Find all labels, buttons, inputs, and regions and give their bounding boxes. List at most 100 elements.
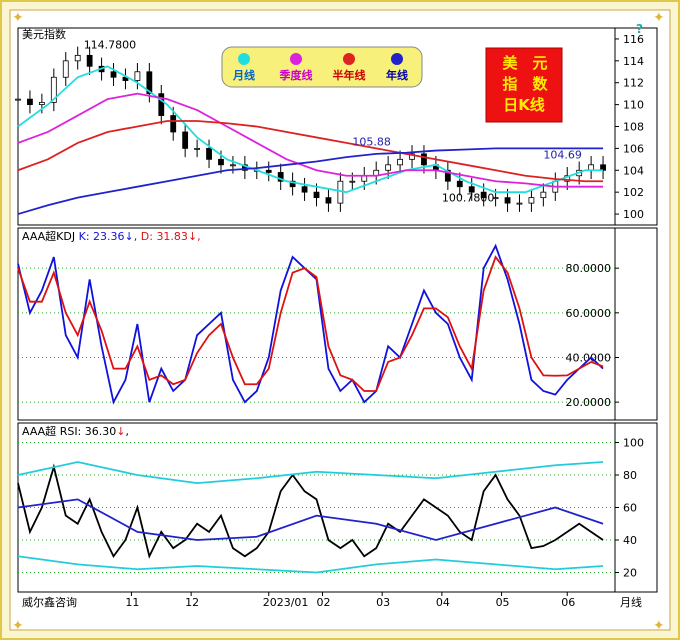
candle-body: [301, 186, 308, 193]
price-annotation: 105.88: [352, 136, 391, 149]
y-tick-label: 20.0000: [566, 396, 612, 409]
x-tick-label: 02: [316, 596, 330, 609]
y-tick-label: 40: [623, 534, 637, 547]
candle-body: [206, 147, 212, 160]
candle-body: [409, 153, 415, 160]
candle-body: [349, 180, 356, 183]
legend-dot-quarterly: [290, 53, 302, 65]
candle-body: [62, 60, 69, 78]
legend-dot-yearly: [391, 53, 403, 65]
rsi-pane-title: AAA超 RSI: 36.30↓,: [22, 424, 129, 438]
y-tick-label: 104: [623, 164, 644, 177]
candle-body: [134, 71, 141, 81]
x-tick-label: 11: [125, 596, 139, 609]
candle-body: [218, 158, 224, 166]
candle-body: [170, 115, 177, 133]
candle-body: [194, 147, 201, 150]
badge-char: 指: [502, 75, 517, 93]
ma-legend: 月线 季度线 半年线 年线: [221, 46, 423, 88]
period-label: 月线: [620, 595, 642, 609]
y-tick-label: 80.0000: [566, 262, 612, 275]
price-annotation: 114.7800: [84, 38, 137, 51]
candle-body: [325, 197, 332, 204]
y-tick-label: 100: [623, 208, 644, 221]
y-tick-label: 112: [623, 77, 644, 90]
badge-char: 美: [502, 54, 518, 72]
corner-star-icon: ✦: [653, 10, 665, 26]
candle-body: [516, 202, 523, 205]
candle-body: [492, 197, 499, 200]
y-tick-label: 60: [623, 502, 637, 515]
candle-body: [230, 164, 236, 167]
candle-body: [385, 164, 392, 171]
x-tick-label: 12: [185, 596, 199, 609]
y-tick-label: 60.0000: [566, 307, 612, 320]
price-pane-title: 美元指数: [22, 27, 66, 41]
candle-body: [468, 186, 475, 193]
y-tick-label: 100: [623, 437, 644, 450]
series-line-upper: [17, 461, 604, 485]
series-line-月线: [17, 65, 604, 194]
series-line-RSI: [17, 463, 604, 559]
candle-body: [158, 93, 165, 116]
candle-body: [74, 54, 81, 62]
candle-body: [456, 180, 463, 188]
y-tick-label: 114: [623, 55, 644, 68]
y-tick-label: 20: [623, 567, 637, 580]
series-line-年线: [17, 147, 604, 215]
legend-label-yearly: 年线: [386, 68, 408, 82]
series-line-季度线: [17, 92, 604, 188]
price-pane: 100 102 104 106 108 110 112 114 116 114.7800 105.8…: [15, 27, 658, 226]
candle-body: [38, 102, 45, 106]
candle-body: [313, 191, 320, 199]
series-line-半年线: [17, 120, 604, 183]
pane-border: [17, 227, 658, 421]
kdj-pane: 20.0000 40.0000 60.0000 80.0000: [17, 227, 658, 421]
badge-char: 日K线: [503, 96, 545, 114]
x-tick-label: 2023/01: [263, 596, 309, 609]
candle-body: [277, 172, 284, 182]
candle-body: [504, 197, 511, 204]
series-line-avg: [17, 498, 604, 541]
help-icon[interactable]: ?: [636, 22, 643, 36]
candle-body: [86, 54, 93, 67]
series-line-D: [17, 255, 604, 392]
inner-border: [9, 9, 671, 631]
kdj-pane-title: AAA超KDJ K: 23.36↓, D: 31.83↓,: [22, 229, 201, 243]
badge-char: 元: [532, 54, 547, 72]
corner-star-icon: ✦: [12, 10, 24, 26]
candle-body: [265, 169, 272, 173]
candle-body: [421, 153, 427, 166]
series-line-lower: [17, 555, 604, 574]
legend-label-halfyear: 半年线: [333, 68, 366, 82]
candle-body: [444, 169, 451, 182]
legend-dot-monthly: [238, 53, 250, 65]
corner-star-icon: ✦: [12, 618, 24, 634]
candle-body: [528, 197, 535, 204]
candle-body: [540, 191, 547, 199]
candle-body: [480, 191, 487, 199]
badge-char: 数: [532, 75, 548, 93]
candle-body: [122, 76, 129, 81]
corner-star-icon: ✦: [653, 618, 665, 634]
candle-body: [182, 131, 189, 149]
candle-body: [289, 180, 296, 188]
y-tick-label: 40.0000: [566, 351, 612, 364]
candle-body: [146, 71, 153, 95]
price-annotation: 104.69: [543, 149, 582, 162]
index-badge: 美 元 指 数 日K线: [485, 47, 563, 123]
y-tick-label: 102: [623, 186, 644, 199]
watermark-label: 威尔鑫咨询: [22, 595, 77, 609]
x-tick-label: 04: [436, 596, 450, 609]
x-tick-label: 05: [496, 596, 510, 609]
y-tick-label: 116: [623, 33, 644, 46]
candle-body: [27, 98, 33, 106]
price-annotation: 100.7800: [442, 192, 495, 205]
y-tick-label: 110: [623, 99, 644, 112]
candle-body: [50, 76, 57, 103]
y-tick-label: 108: [623, 121, 644, 134]
rsi-pane: 20 40 60 80 100 11 12 2023/01 02 03 04 05 06: [17, 422, 658, 609]
y-tick-label: 80: [623, 469, 637, 482]
legend-dot-halfyear: [343, 53, 355, 65]
